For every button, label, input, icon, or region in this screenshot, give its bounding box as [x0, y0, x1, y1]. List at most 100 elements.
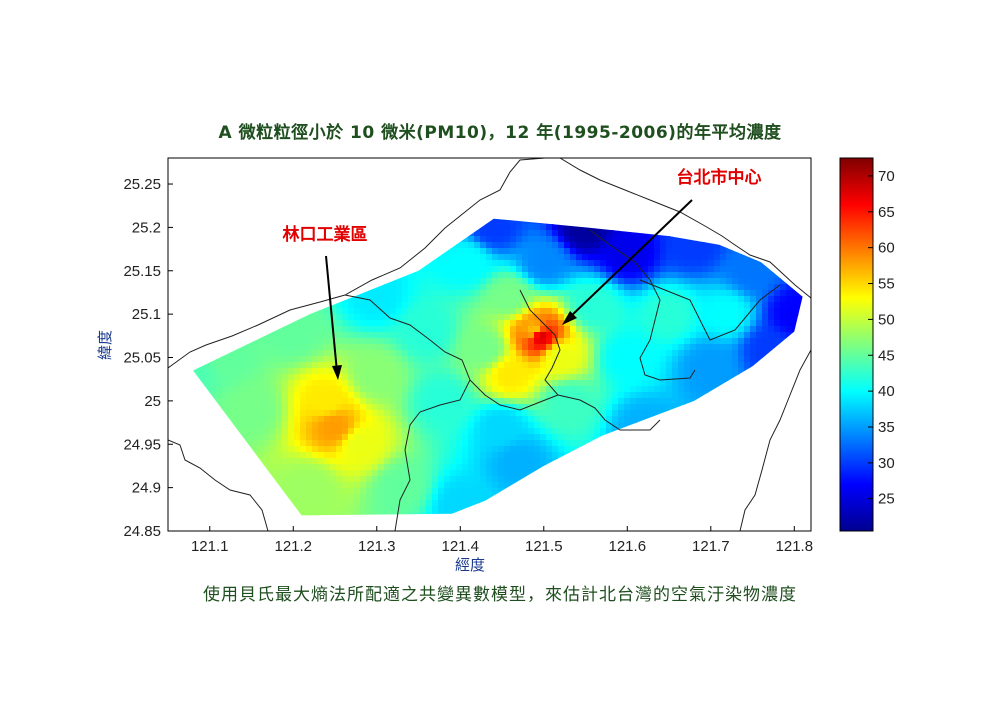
- heatmap-cell: [594, 362, 601, 369]
- heatmap-cell: [762, 278, 769, 285]
- heatmap-cell: [636, 416, 643, 423]
- heatmap-cell: [390, 392, 397, 399]
- heatmap-cell: [636, 386, 643, 393]
- heatmap-cell: [378, 368, 385, 375]
- heatmap-cell: [456, 248, 463, 255]
- heatmap-cell: [300, 368, 307, 375]
- heatmap-cell: [414, 356, 421, 363]
- heatmap-cell: [252, 362, 259, 369]
- heatmap-cell: [720, 320, 727, 327]
- heatmap-cell: [696, 308, 703, 315]
- heatmap-cell: [666, 326, 673, 333]
- heatmap-cell: [378, 314, 385, 321]
- heatmap-cell: [564, 230, 571, 237]
- heatmap-cell: [774, 338, 781, 345]
- heatmap-cell: [576, 374, 583, 381]
- heatmap-cell: [564, 362, 571, 369]
- heatmap-cell: [216, 356, 223, 363]
- heatmap-cell: [474, 296, 481, 303]
- heatmap-cell: [654, 344, 661, 351]
- heatmap-cell: [624, 422, 631, 429]
- heatmap-cell: [708, 278, 715, 285]
- heatmap-cell: [288, 320, 295, 327]
- heatmap-cell: [636, 230, 643, 237]
- heatmap-cell: [534, 356, 541, 363]
- heatmap-cell: [624, 332, 631, 339]
- heatmap-cell: [456, 386, 463, 393]
- heatmap-cell: [600, 326, 607, 333]
- heatmap-cell: [624, 386, 631, 393]
- heatmap-cell: [570, 350, 577, 357]
- heatmap-cell: [228, 416, 235, 423]
- heatmap-cell: [474, 236, 481, 243]
- heatmap-cell: [546, 272, 553, 279]
- heatmap-cell: [702, 350, 709, 357]
- heatmap-cell: [420, 386, 427, 393]
- heatmap-cell: [486, 344, 493, 351]
- heatmap-cell: [498, 254, 505, 261]
- heatmap-cell: [486, 290, 493, 297]
- heatmap-cell: [588, 272, 595, 279]
- heatmap-cell: [564, 392, 571, 399]
- heatmap-cell: [684, 386, 691, 393]
- heatmap-cell: [480, 302, 487, 309]
- heatmap-cell: [372, 368, 379, 375]
- heatmap-cell: [444, 296, 451, 303]
- heatmap-cell: [354, 320, 361, 327]
- heatmap-cell: [312, 428, 319, 435]
- heatmap-cell: [438, 380, 445, 387]
- heatmap-cell: [726, 290, 733, 297]
- heatmap-cell: [318, 350, 325, 357]
- heatmap-cell: [594, 242, 601, 249]
- heatmap-cell: [564, 278, 571, 285]
- heatmap-cell: [276, 398, 283, 405]
- heatmap-cell: [474, 332, 481, 339]
- heatmap-cell: [318, 332, 325, 339]
- heatmap-cell: [708, 356, 715, 363]
- heatmap-cell: [588, 284, 595, 291]
- heatmap-cell: [492, 380, 499, 387]
- heatmap-cell: [600, 248, 607, 255]
- heatmap-cell: [702, 266, 709, 273]
- heatmap-cell: [486, 422, 493, 429]
- heatmap-cell: [288, 386, 295, 393]
- heatmap-cell: [360, 398, 367, 405]
- heatmap-cell: [462, 302, 469, 309]
- heatmap-cell: [636, 296, 643, 303]
- heatmap-cell: [516, 260, 523, 267]
- heatmap-cell: [372, 344, 379, 351]
- heatmap-cell: [372, 320, 379, 327]
- heatmap-cell: [282, 356, 289, 363]
- heatmap-cell: [360, 356, 367, 363]
- heatmap-cell: [780, 290, 787, 297]
- heatmap-cell: [282, 416, 289, 423]
- heatmap-cell: [660, 350, 667, 357]
- heatmap-cell: [702, 278, 709, 285]
- heatmap-cell: [582, 260, 589, 267]
- heatmap-cell: [582, 236, 589, 243]
- heatmap-cell: [582, 296, 589, 303]
- heatmap-cell: [396, 314, 403, 321]
- heatmap-cell: [774, 308, 781, 315]
- heatmap-cell: [684, 374, 691, 381]
- heatmap-cell: [732, 254, 739, 261]
- heatmap-cell: [768, 308, 775, 315]
- heatmap-cell: [528, 350, 535, 357]
- heatmap-cell: [594, 278, 601, 285]
- heatmap-cell: [534, 290, 541, 297]
- heatmap-cell: [552, 254, 559, 261]
- heatmap-cell: [372, 314, 379, 321]
- heatmap-cell: [492, 236, 499, 243]
- heatmap-cell: [690, 278, 697, 285]
- heatmap-cell: [720, 278, 727, 285]
- heatmap-cell: [348, 422, 355, 429]
- heatmap-cell: [234, 350, 241, 357]
- heatmap-cell: [504, 314, 511, 321]
- heatmap-cell: [414, 422, 421, 429]
- heatmap-cell: [414, 290, 421, 297]
- heatmap-cell: [546, 356, 553, 363]
- heatmap-cell: [426, 416, 433, 423]
- heatmap-cell: [270, 410, 277, 417]
- heatmap-cell: [462, 326, 469, 333]
